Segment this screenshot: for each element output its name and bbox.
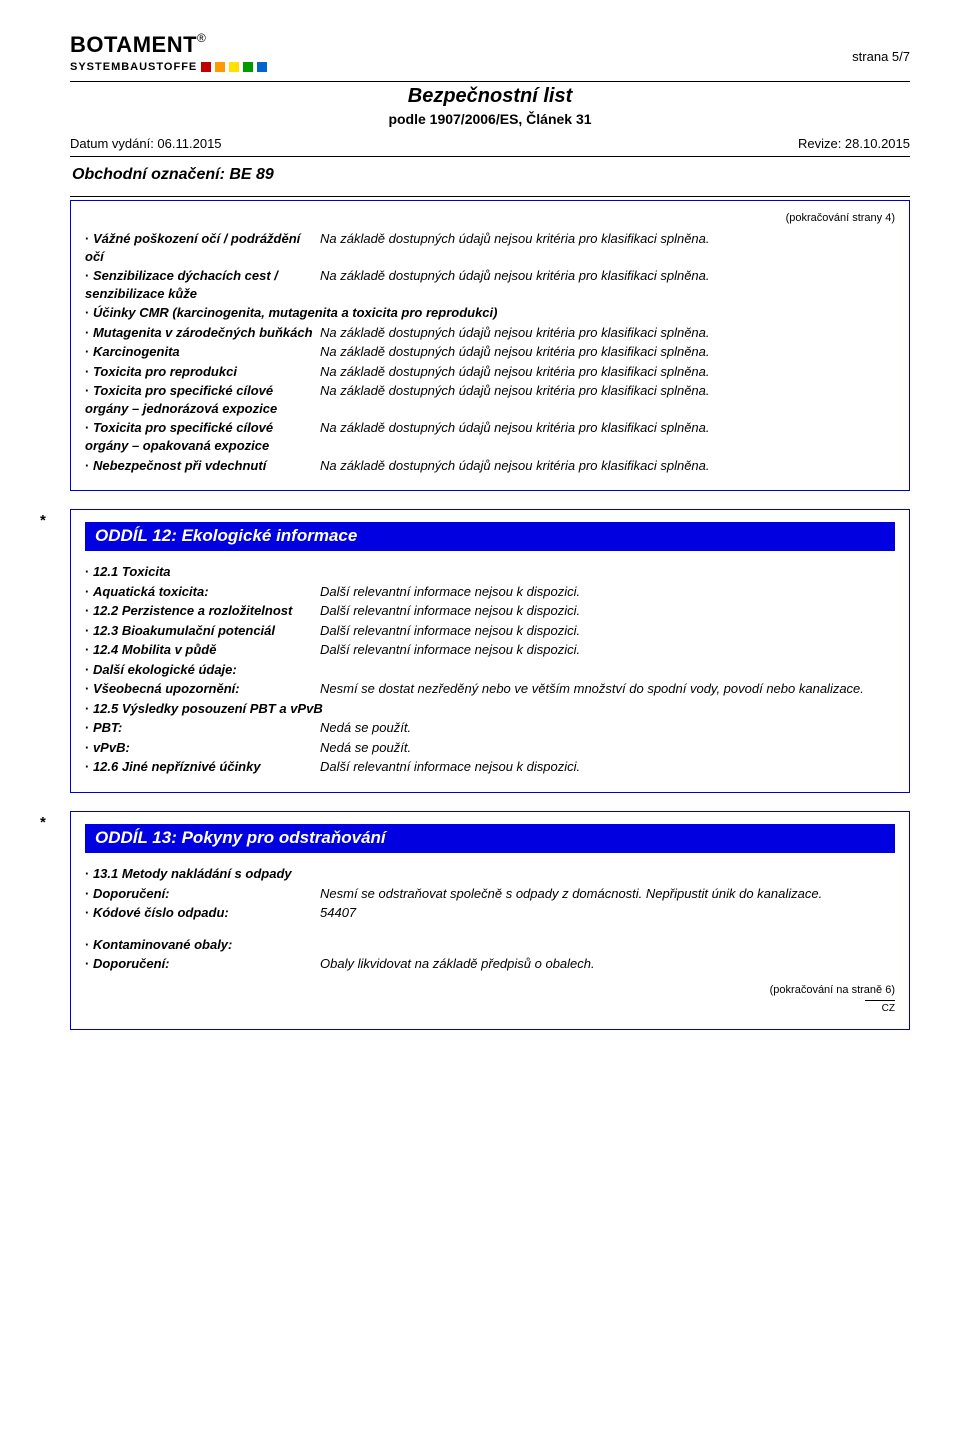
row-bioaccum: 12.3 Bioakumulační potenciál Další relev… xyxy=(85,622,895,640)
label-pbt-vpvb: 12.5 Výsledky posouzení PBT a vPvB xyxy=(85,700,895,718)
row-recommend-2: Doporučení: Obaly likvidovat na základě … xyxy=(85,955,895,973)
row-waste-code: Kódové číslo odpadu: 54407 xyxy=(85,904,895,922)
row-stot-repeat: Toxicita pro specifické cílové orgány – … xyxy=(85,419,895,454)
trade-rule xyxy=(70,196,910,197)
value-sens: Na základě dostupných údajů nejsou krité… xyxy=(320,267,895,285)
value-pers: Další relevantní informace nejsou k disp… xyxy=(320,602,895,620)
revision-star-icon: * xyxy=(40,511,46,531)
logo-reg: ® xyxy=(197,31,206,45)
color-square xyxy=(257,62,267,72)
label-12-1: 12.1 Toxicita xyxy=(85,563,895,581)
label-inhal: Nebezpečnost při vdechnutí xyxy=(85,457,320,475)
label-stot-s: Toxicita pro specifické cílové orgány – … xyxy=(85,382,320,417)
label-other: 12.6 Jiné nepříznivé účinky xyxy=(85,758,320,776)
doc-header: Bezpečnostní list podle 1907/2006/ES, Čl… xyxy=(70,83,910,129)
section-13-box: ODDÍL 13: Pokyny pro odstraňování 13.1 M… xyxy=(70,811,910,1030)
value-vpvb: Nedá se použít. xyxy=(320,739,895,757)
label-repro: Toxicita pro reprodukci xyxy=(85,363,320,381)
row-inhalation: Nebezpečnost při vdechnutí Na základě do… xyxy=(85,457,895,475)
row-pbt: PBT: Nedá se použít. xyxy=(85,719,895,737)
logo-sub-text: SYSTEMBAUSTOFFE xyxy=(70,60,197,75)
label-mob: 12.4 Mobilita v půdě xyxy=(85,641,320,659)
row-mobility: 12.4 Mobilita v půdě Další relevantní in… xyxy=(85,641,895,659)
value-stot-r: Na základě dostupných údajů nejsou krité… xyxy=(320,419,895,437)
row-eye-damage: Vážné poškození očí / podráždění očí Na … xyxy=(85,230,895,265)
label-rec2: Doporučení: xyxy=(85,955,320,973)
label-gen: Všeobecná upozornění: xyxy=(85,680,320,698)
label-more-eco: Další ekologické údaje: xyxy=(85,661,895,679)
row-carcinogenicity: Karcinogenita Na základě dostupných údaj… xyxy=(85,343,895,361)
row-mutagenicity: Mutagenita v zárodečných buňkách Na zákl… xyxy=(85,324,895,342)
value-eye: Na základě dostupných údajů nejsou krité… xyxy=(320,230,895,248)
label-vpvb: vPvB: xyxy=(85,739,320,757)
color-square xyxy=(243,62,253,72)
doc-subtitle: podle 1907/2006/ES, Článek 31 xyxy=(70,110,910,129)
continuation-next: (pokračování na straně 6) xyxy=(85,983,895,998)
value-bio: Další relevantní informace nejsou k disp… xyxy=(320,622,895,640)
label-eye: Vážné poškození očí / podráždění očí xyxy=(85,230,320,265)
trade-name: Obchodní označení: BE 89 xyxy=(70,160,910,194)
value-inhal: Na základě dostupných údajů nejsou krité… xyxy=(320,457,895,475)
value-carc: Na základě dostupných údajů nejsou krité… xyxy=(320,343,895,361)
value-gen: Nesmí se dostat nezředěný nebo ve větším… xyxy=(320,680,895,698)
value-rec: Nesmí se odstraňovat společně s odpady z… xyxy=(320,885,895,903)
continuation-from: (pokračování strany 4) xyxy=(85,211,895,226)
value-code: 54407 xyxy=(320,904,895,922)
row-aquatic-tox: Aquatická toxicita: Další relevantní inf… xyxy=(85,583,895,601)
country-code: CZ xyxy=(865,1000,895,1016)
color-square xyxy=(229,62,239,72)
label-contaminated: Kontaminované obaly: xyxy=(85,936,895,954)
revision-date: Revize: 28.10.2015 xyxy=(798,135,910,153)
value-other: Další relevantní informace nejsou k disp… xyxy=(320,758,895,776)
label-stot-r: Toxicita pro specifické cílové orgány – … xyxy=(85,419,320,454)
value-rec2: Obaly likvidovat na základě předpisů o o… xyxy=(320,955,895,973)
value-muta: Na základě dostupných údajů nejsou krité… xyxy=(320,324,895,342)
spacer xyxy=(85,924,895,934)
label-bio: 12.3 Bioakumulační potenciál xyxy=(85,622,320,640)
label-pbt: PBT: xyxy=(85,719,320,737)
value-pbt: Nedá se použít. xyxy=(320,719,895,737)
label-sens: Senzibilizace dýchacích cest / senzibili… xyxy=(85,267,320,302)
meta-rule xyxy=(70,156,910,157)
meta-row: Datum vydání: 06.11.2015 Revize: 28.10.2… xyxy=(70,135,910,153)
header-rule xyxy=(70,81,910,82)
label-carc: Karcinogenita xyxy=(85,343,320,361)
issue-date: Datum vydání: 06.11.2015 xyxy=(70,135,222,153)
value-aqua: Další relevantní informace nejsou k disp… xyxy=(320,583,895,601)
label-rec: Doporučení: xyxy=(85,885,320,903)
section-11-box: (pokračování strany 4) Vážné poškození o… xyxy=(70,200,910,491)
row-repro-tox: Toxicita pro reprodukci Na základě dostu… xyxy=(85,363,895,381)
row-recommend: Doporučení: Nesmí se odstraňovat společn… xyxy=(85,885,895,903)
value-repro: Na základě dostupných údajů nejsou krité… xyxy=(320,363,895,381)
label-pers: 12.2 Perzistence a rozložitelnost xyxy=(85,602,320,620)
label-aqua: Aquatická toxicita: xyxy=(85,583,320,601)
color-square xyxy=(201,62,211,72)
label-muta: Mutagenita v zárodečných buňkách xyxy=(85,324,320,342)
row-general-notice: Všeobecná upozornění: Nesmí se dostat ne… xyxy=(85,680,895,698)
value-mob: Další relevantní informace nejsou k disp… xyxy=(320,641,895,659)
doc-title: Bezpečnostní list xyxy=(70,83,910,110)
value-stot-s: Na základě dostupných údajů nejsou krité… xyxy=(320,382,895,400)
logo-main-text: BOTAMENT xyxy=(70,32,197,57)
label-13-1: 13.1 Metody nakládání s odpady xyxy=(85,865,895,883)
row-other-effects: 12.6 Jiné nepříznivé účinky Další releva… xyxy=(85,758,895,776)
row-vpvb: vPvB: Nedá se použít. xyxy=(85,739,895,757)
row-sensitization: Senzibilizace dýchacích cest / senzibili… xyxy=(85,267,895,302)
label-code: Kódové číslo odpadu: xyxy=(85,904,320,922)
section-12-box: ODDÍL 12: Ekologické informace 12.1 Toxi… xyxy=(70,509,910,793)
section-13-title: ODDÍL 13: Pokyny pro odstraňování xyxy=(85,824,895,853)
label-cmr: Účinky CMR (karcinogenita, mutagenita a … xyxy=(85,304,895,322)
section-12-title: ODDÍL 12: Ekologické informace xyxy=(85,522,895,551)
row-stot-single: Toxicita pro specifické cílové orgány – … xyxy=(85,382,895,417)
revision-star-icon: * xyxy=(40,813,46,833)
row-persistence: 12.2 Perzistence a rozložitelnost Další … xyxy=(85,602,895,620)
color-square xyxy=(215,62,225,72)
